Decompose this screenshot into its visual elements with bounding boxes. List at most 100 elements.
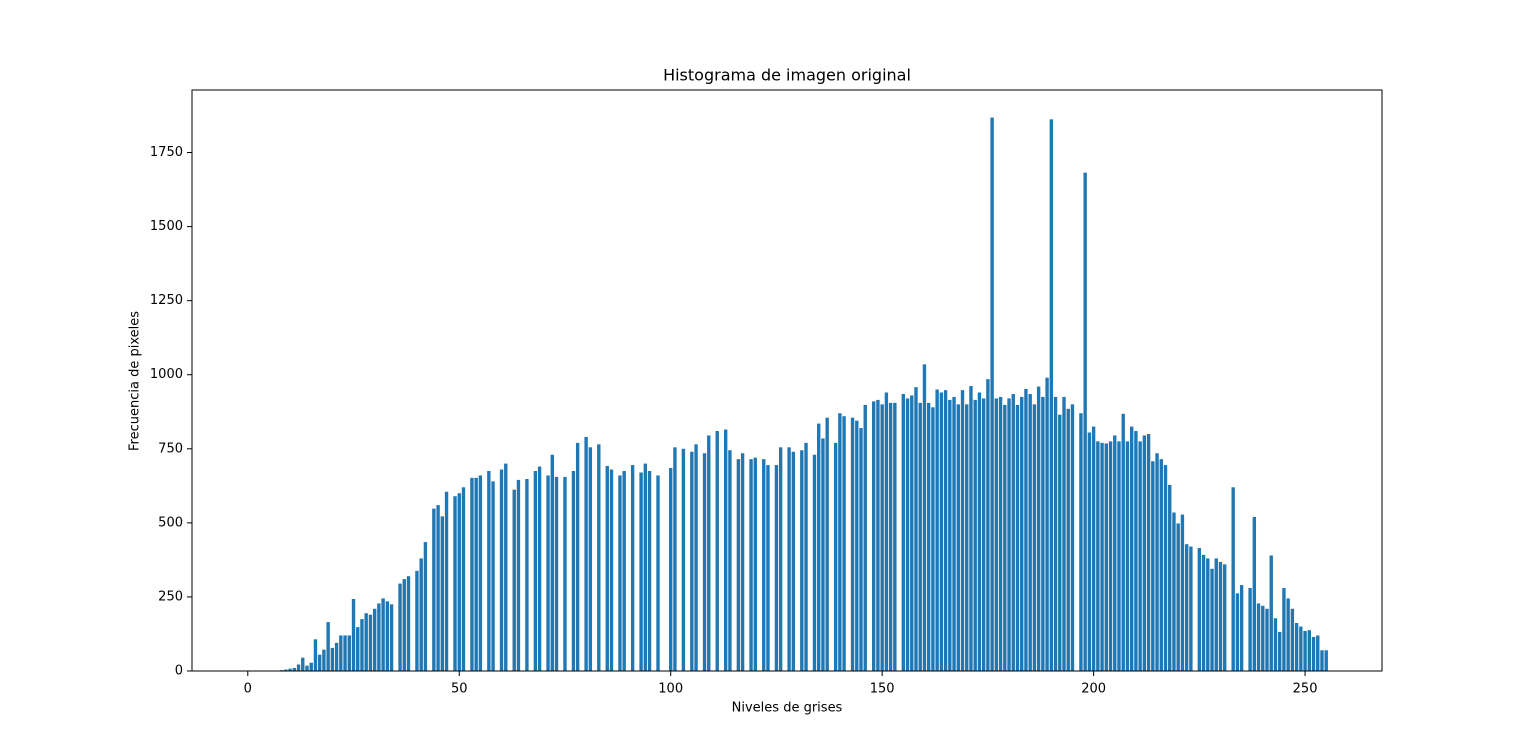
- bar: [504, 463, 508, 671]
- bar: [1294, 623, 1299, 671]
- bar: [284, 669, 288, 671]
- bar: [1079, 413, 1083, 671]
- bar: [317, 654, 322, 671]
- bar: [1278, 631, 1282, 671]
- bar: [360, 619, 364, 671]
- bar: [487, 471, 491, 671]
- bar: [1269, 555, 1273, 671]
- x-tick-label: 0: [244, 682, 252, 697]
- bar: [609, 469, 614, 671]
- bar: [436, 505, 440, 671]
- bar: [1299, 626, 1303, 671]
- bar: [1049, 119, 1054, 671]
- bar: [525, 479, 529, 671]
- bar: [461, 487, 466, 671]
- bar: [960, 390, 965, 671]
- bar: [647, 471, 652, 671]
- bar: [702, 453, 707, 671]
- bar: [1290, 608, 1295, 671]
- bar: [423, 542, 428, 671]
- bar: [1223, 564, 1227, 671]
- bar: [926, 402, 931, 671]
- bar: [351, 599, 356, 671]
- bar: [1256, 603, 1261, 671]
- bar: [305, 665, 309, 671]
- bar: [778, 447, 783, 671]
- bar: [1286, 598, 1290, 671]
- bar: [1168, 484, 1172, 671]
- bar: [1159, 459, 1163, 671]
- bar: [728, 450, 732, 671]
- bar: [791, 451, 796, 671]
- bar: [1117, 441, 1121, 671]
- bar: [1104, 443, 1108, 671]
- y-tick-label: 1500: [150, 219, 183, 234]
- bar: [1062, 396, 1066, 671]
- bar: [973, 399, 977, 671]
- bar: [1129, 426, 1134, 671]
- bar: [630, 465, 635, 671]
- bar: [931, 407, 935, 671]
- bar: [888, 402, 893, 671]
- bar: [499, 469, 504, 671]
- bar: [850, 417, 855, 671]
- bar: [1007, 398, 1011, 671]
- bar: [1125, 441, 1130, 671]
- bar: [1273, 618, 1278, 671]
- bar: [546, 475, 550, 671]
- bar: [1045, 377, 1049, 671]
- x-tick-label: 100: [658, 682, 683, 697]
- bar: [1265, 608, 1269, 671]
- bar: [334, 642, 339, 671]
- bar: [343, 635, 347, 671]
- bar: [1142, 435, 1147, 671]
- bar: [1189, 546, 1193, 671]
- x-tick-label: 150: [870, 682, 895, 697]
- bar: [1083, 172, 1087, 672]
- bar: [1248, 588, 1252, 671]
- bar: [749, 459, 753, 671]
- bar: [1180, 514, 1185, 671]
- bar: [643, 463, 648, 671]
- bar: [707, 435, 711, 671]
- bar: [1146, 433, 1151, 671]
- bar: [1210, 568, 1214, 671]
- bar: [1163, 465, 1168, 671]
- bar: [364, 613, 368, 671]
- bar: [470, 477, 474, 671]
- bar: [326, 622, 330, 671]
- bar: [389, 604, 394, 671]
- bar: [381, 598, 385, 671]
- bar: [1087, 432, 1092, 671]
- bar: [859, 428, 863, 671]
- bar: [1015, 404, 1020, 671]
- x-axis-label: Niveles de grises: [732, 701, 843, 716]
- bar: [377, 603, 381, 671]
- bar: [398, 583, 402, 671]
- bar: [910, 395, 914, 671]
- bar: [876, 399, 880, 671]
- bar: [821, 438, 825, 671]
- bar: [622, 471, 626, 671]
- bar: [1138, 441, 1142, 671]
- bar: [288, 668, 292, 671]
- bar: [969, 385, 973, 671]
- bar: [1032, 404, 1037, 671]
- bar: [571, 471, 576, 671]
- bar: [605, 465, 609, 671]
- bar: [1311, 636, 1316, 671]
- bar: [1020, 396, 1024, 671]
- bar: [457, 493, 461, 671]
- bar: [415, 570, 419, 671]
- bar: [673, 447, 677, 671]
- bar: [935, 389, 939, 671]
- bar: [812, 454, 817, 671]
- bar: [1282, 588, 1286, 671]
- bar: [990, 117, 994, 671]
- bar: [639, 472, 643, 671]
- bar: [842, 416, 846, 671]
- bar: [478, 475, 483, 671]
- bar: [1041, 396, 1045, 671]
- bar: [563, 476, 567, 671]
- bar: [533, 471, 538, 671]
